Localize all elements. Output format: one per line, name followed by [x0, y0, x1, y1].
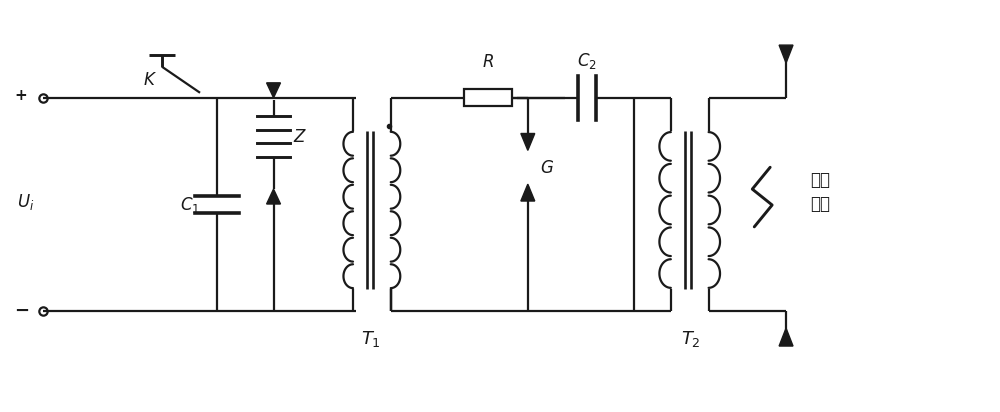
Polygon shape — [521, 184, 535, 201]
Text: $T_1$: $T_1$ — [361, 329, 381, 349]
Polygon shape — [267, 189, 280, 204]
Text: $R$: $R$ — [482, 53, 494, 71]
Text: $T_2$: $T_2$ — [681, 329, 701, 349]
Polygon shape — [779, 328, 793, 346]
Text: $U_i$: $U_i$ — [17, 192, 34, 212]
Bar — [464, 89, 512, 106]
Text: $C_2$: $C_2$ — [577, 51, 597, 71]
Text: $Z$: $Z$ — [293, 129, 307, 146]
Polygon shape — [267, 83, 280, 98]
Text: $K$: $K$ — [143, 71, 157, 89]
Polygon shape — [779, 45, 793, 63]
Text: $C_1$: $C_1$ — [180, 194, 200, 215]
Polygon shape — [521, 133, 535, 150]
Text: 触发
高压: 触发 高压 — [810, 171, 830, 213]
Text: −: − — [14, 302, 29, 320]
Text: +: + — [15, 88, 28, 103]
Text: $G$: $G$ — [540, 159, 554, 177]
